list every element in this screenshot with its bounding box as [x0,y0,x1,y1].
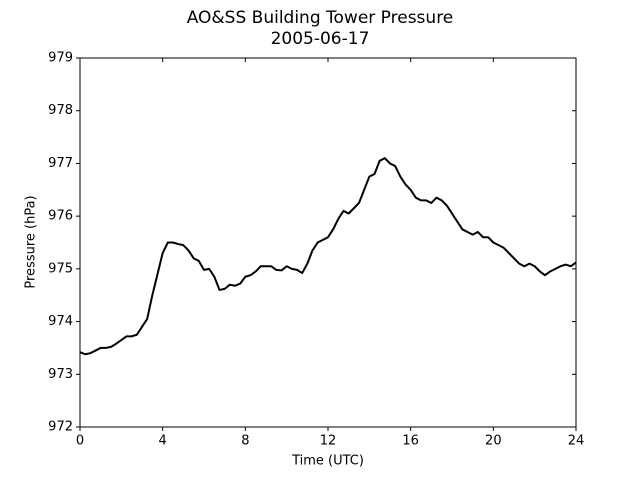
x-tick-label: 12 [320,434,337,449]
x-tick-label: 8 [241,434,249,449]
data-line [79,157,577,356]
y-tick-label: 978 [48,103,73,118]
y-tick-label: 976 [48,209,73,224]
x-tick-label: 20 [485,434,502,449]
y-tick-label: 979 [48,51,73,66]
y-tick-label: 975 [48,261,73,276]
chart-title: AO&SS Building Tower Pressure [187,8,454,28]
x-tick-label: 24 [568,434,585,449]
y-tick-label: 973 [48,367,73,382]
y-tick-label: 974 [48,314,73,329]
x-tick-label: 4 [159,434,167,449]
x-axis-label: Time (UTC) [291,454,364,469]
x-tick-label: 16 [402,434,419,449]
x-tick-label: 0 [76,434,84,449]
y-tick-label: 972 [48,420,73,435]
y-tick-label: 977 [48,156,73,171]
y-axis-label: Pressure (hPa) [24,195,39,288]
chart-subtitle: 2005-06-17 [271,29,370,49]
